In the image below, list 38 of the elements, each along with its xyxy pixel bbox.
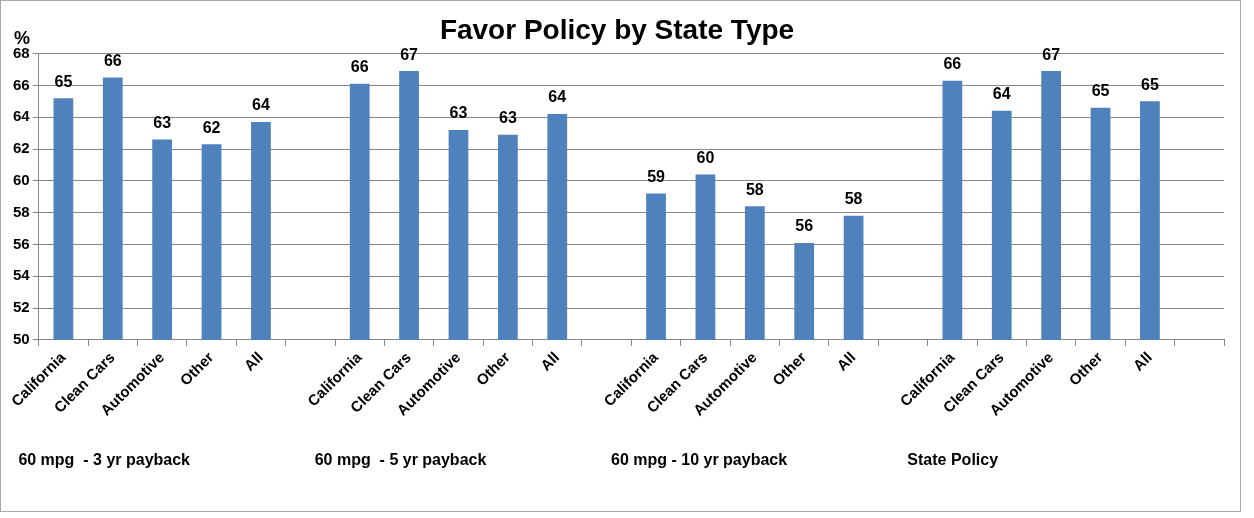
data-label: 65: [54, 72, 73, 90]
y-tick-label: 62: [13, 139, 30, 157]
data-label: 66: [350, 58, 369, 76]
data-label: 67: [1042, 45, 1061, 63]
text: 60 mpg - 3 yr payback: [18, 451, 191, 469]
data-label: 65: [1141, 75, 1159, 93]
x-tick-label: All: [833, 348, 859, 374]
data-label: 63: [153, 113, 172, 131]
y-tick-label: 56: [13, 234, 30, 252]
text: State Policy: [907, 451, 999, 469]
y-tick-label: 50: [13, 330, 30, 348]
data-label: 58: [844, 190, 863, 208]
data-label: 59: [647, 167, 666, 185]
data-label: 64: [992, 85, 1011, 103]
data-label: 63: [449, 104, 468, 122]
y-tick-label: 54: [13, 266, 31, 284]
y-tick-label: 66: [13, 75, 30, 93]
data-label: 56: [795, 217, 814, 235]
x-tick-label: All: [240, 348, 266, 374]
chart-title: Favor Policy by State Type: [439, 13, 795, 45]
x-tick-label: All: [1129, 348, 1155, 374]
data-label: 65: [1091, 82, 1110, 100]
data-label: 67: [400, 45, 419, 63]
data-label: 66: [943, 55, 962, 73]
data-label: 58: [745, 180, 764, 198]
data-label: 64: [252, 96, 270, 114]
y-tick-label: 60: [13, 171, 30, 188]
y-tick-label: 52: [13, 298, 30, 316]
data-label: 64: [548, 88, 567, 106]
data-label: 60: [696, 148, 715, 166]
x-tick-label: All: [536, 348, 563, 374]
data-label: 62: [202, 118, 221, 136]
text: 60 mpg - 10 yr payback: [611, 451, 788, 469]
y-tick-label: 64: [13, 107, 31, 125]
y-tick-label: 58: [13, 202, 30, 220]
text: 60 mpg - 5 yr payback: [314, 451, 487, 469]
data-label: 66: [103, 51, 122, 69]
data-label: 63: [498, 109, 517, 127]
